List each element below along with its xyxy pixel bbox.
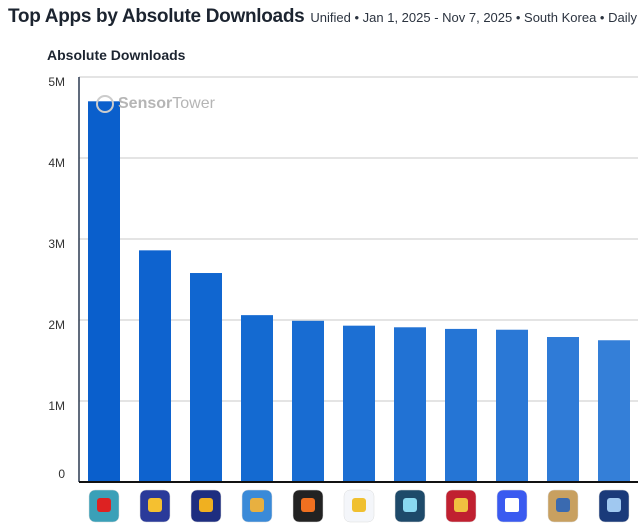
watermark-light: Tower <box>172 95 215 112</box>
y-tick-label: 0 <box>58 467 65 481</box>
bar-11 <box>598 340 630 482</box>
logo-icon <box>96 95 114 113</box>
y-tick-label: 1M <box>48 399 65 413</box>
app-icon-5-glyph <box>301 498 315 512</box>
sensortower-watermark: SensorTower <box>96 95 215 113</box>
app-icon-2-glyph <box>148 498 162 512</box>
title-text: Top Apps by Absolute Downloads <box>8 6 305 27</box>
y-tick-label: 4M <box>48 156 65 170</box>
app-icon-11-glyph <box>607 498 621 512</box>
app-icon-4-glyph <box>250 498 264 512</box>
bar-3 <box>190 273 222 482</box>
app-icon-8-glyph <box>454 498 468 512</box>
app-icon-1-glyph <box>97 498 111 512</box>
bar-1 <box>88 101 120 483</box>
bar-4 <box>241 315 273 482</box>
page-title: Top Apps by Absolute Downloads Unified • … <box>8 6 637 28</box>
y-tick-label: 5M <box>48 75 65 89</box>
app-icon-7-glyph <box>403 498 417 512</box>
bar-7 <box>394 327 426 482</box>
app-icon-9-glyph <box>505 498 519 512</box>
bar-10 <box>547 337 579 482</box>
subtitle: Unified • Jan 1, 2025 - Nov 7, 2025 • So… <box>310 10 637 25</box>
y-tick-label: 3M <box>48 237 65 251</box>
bar-8 <box>445 328 477 482</box>
app-icon-10-glyph <box>556 498 570 512</box>
bar-5 <box>292 320 324 482</box>
bar-6 <box>343 325 375 482</box>
app-icon-6-glyph <box>352 498 366 512</box>
bar-9 <box>496 329 528 482</box>
y-tick-label: 2M <box>48 318 65 332</box>
chart-title: Absolute Downloads <box>47 47 186 63</box>
bar-2 <box>139 250 171 482</box>
watermark-bold: Sensor <box>118 95 173 112</box>
app-icon-3-glyph <box>199 498 213 512</box>
